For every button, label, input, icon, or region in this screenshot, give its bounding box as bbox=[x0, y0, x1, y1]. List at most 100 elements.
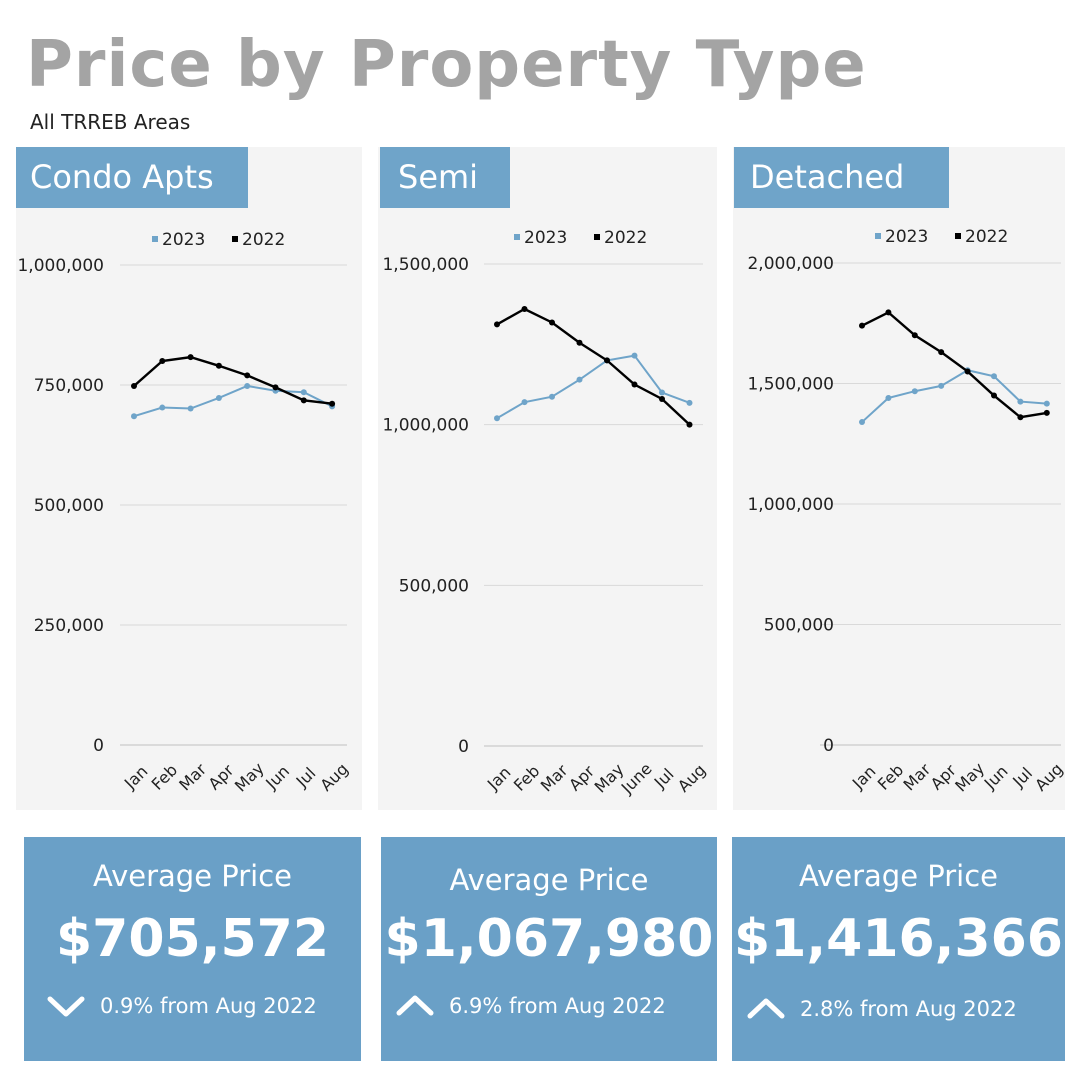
price-change-text: 6.9% from Aug 2022 bbox=[449, 994, 666, 1018]
chevron-down-icon bbox=[47, 996, 85, 1017]
data-point-2022 bbox=[300, 397, 307, 404]
average-price-value: $1,416,366 bbox=[734, 909, 1063, 969]
semi-chart-panel: 0 500,000 1,000,000 1,500,000 Jan Feb Mar Apr Ma… bbox=[378, 147, 717, 810]
x-tick-label: May bbox=[231, 759, 268, 796]
condo-line-chart: 0 250,000 500,000 750,000 1,000,000 JanFebMar… bbox=[17, 230, 352, 796]
y-tick-label: 2,000,000 bbox=[747, 254, 834, 274]
data-point-2023 bbox=[631, 352, 638, 359]
data-point-2022 bbox=[521, 305, 528, 312]
legend-label: 2022 bbox=[965, 227, 1008, 247]
y-tick-label: 500,000 bbox=[399, 576, 469, 596]
series-line-2023 bbox=[133, 384, 333, 418]
x-tick-label: Mar bbox=[175, 759, 210, 794]
series-line-2022 bbox=[133, 355, 333, 405]
legend-label: 2023 bbox=[162, 230, 205, 250]
data-point-2023 bbox=[215, 394, 222, 401]
condo-chart-panel: 0 250,000 500,000 750,000 1,000,000 Jan Feb Mar… bbox=[16, 147, 362, 810]
x-tick-label: Aug bbox=[1031, 759, 1065, 795]
data-point-2023 bbox=[494, 415, 500, 422]
detached-chart-title: Detached bbox=[734, 147, 949, 208]
x-tick-label: Jul bbox=[292, 764, 320, 792]
x-tick-label: Apr bbox=[205, 760, 238, 793]
average-price-label: Average Price bbox=[92, 859, 293, 893]
legend-label: 2023 bbox=[885, 227, 928, 247]
condo-average-price-card: Average Price $705,572 0.9% from Aug 202… bbox=[24, 837, 361, 1061]
x-tick-label: Feb bbox=[148, 760, 181, 793]
data-point-2023 bbox=[686, 399, 693, 406]
x-tick-label: Jan bbox=[120, 762, 152, 794]
data-point-2023 bbox=[159, 404, 166, 411]
data-point-2022 bbox=[991, 392, 997, 399]
data-point-2022 bbox=[494, 321, 500, 328]
x-tick-label: Aug bbox=[316, 759, 352, 795]
data-point-2022 bbox=[885, 309, 892, 316]
y-tick-label: 0 bbox=[93, 736, 104, 756]
y-tick-label: 1,000,000 bbox=[747, 495, 834, 515]
chevron-up-icon bbox=[747, 998, 785, 1019]
data-point-2022 bbox=[159, 358, 166, 364]
data-point-2022 bbox=[1017, 414, 1024, 421]
y-tick-label: 1,500,000 bbox=[747, 375, 834, 395]
legend-marker bbox=[875, 233, 881, 239]
average-price-label: Average Price bbox=[449, 863, 649, 897]
data-point-2022 bbox=[631, 381, 638, 388]
data-point-2022 bbox=[911, 332, 918, 339]
average-price-value: $705,572 bbox=[55, 909, 330, 969]
series-line-2023 bbox=[861, 369, 1047, 423]
data-point-2022 bbox=[244, 372, 251, 379]
detached-average-price-card: Average Price $1,416,366 2.8% from Aug 2… bbox=[732, 837, 1065, 1061]
data-point-2022 bbox=[329, 400, 336, 407]
series-line-2022 bbox=[496, 307, 691, 426]
legend-label: 2022 bbox=[242, 230, 285, 250]
price-change: 6.9% from Aug 2022 bbox=[395, 994, 666, 1018]
data-point-2023 bbox=[859, 419, 865, 426]
y-tick-label: 1,000,000 bbox=[17, 256, 104, 276]
legend-marker bbox=[514, 234, 520, 240]
x-tick-label: Jan bbox=[483, 763, 515, 795]
x-tick-label: Apr bbox=[565, 761, 598, 794]
legend-marker bbox=[955, 233, 961, 239]
y-tick-label: 0 bbox=[823, 736, 834, 756]
legend-label: 2022 bbox=[604, 228, 647, 248]
x-tick-label: Jul bbox=[1008, 764, 1036, 792]
detached-chart-panel: 0 500,000 1,000,000 1,500,000 2,000,000 Jan Fe… bbox=[733, 147, 1065, 810]
y-tick-label: 1,500,000 bbox=[382, 255, 469, 275]
data-point-2022 bbox=[131, 382, 137, 389]
x-tick-label: Aug bbox=[674, 760, 710, 796]
price-change: 2.8% from Aug 2022 bbox=[746, 997, 1017, 1021]
x-tick-label: Mar bbox=[537, 760, 572, 795]
data-point-2023 bbox=[991, 373, 997, 380]
legend-marker bbox=[232, 236, 238, 242]
y-tick-label: 1,000,000 bbox=[382, 416, 469, 436]
series-line-2023 bbox=[496, 354, 690, 420]
data-point-2023 bbox=[938, 382, 945, 389]
series-line-2022 bbox=[861, 310, 1047, 419]
semi-chart-title: Semi bbox=[380, 147, 510, 208]
data-point-2023 bbox=[1017, 398, 1024, 405]
detached-line-chart: 0500,0001,000,0001,500,0002,000,000JanFe… bbox=[747, 227, 1065, 796]
x-tick-label: Jan bbox=[848, 762, 880, 794]
legend-marker bbox=[152, 236, 158, 242]
data-point-2022 bbox=[938, 349, 945, 356]
semi-line-chart: 0500,0001,000,0001,500,000JanFebMarAprMa… bbox=[382, 228, 710, 798]
average-price-label: Average Price bbox=[798, 859, 999, 893]
average-price-value: $1,067,980 bbox=[384, 909, 714, 969]
data-point-2022 bbox=[549, 319, 555, 326]
x-tick-label: Feb bbox=[510, 761, 543, 794]
data-point-2023 bbox=[659, 389, 665, 396]
data-point-2022 bbox=[964, 368, 971, 375]
x-tick-label: Jun bbox=[261, 762, 293, 794]
y-tick-label: 0 bbox=[458, 737, 469, 757]
data-point-2022 bbox=[187, 354, 194, 361]
data-point-2022 bbox=[686, 421, 693, 428]
data-point-2023 bbox=[885, 394, 892, 401]
data-point-2023 bbox=[1043, 400, 1050, 407]
data-point-2022 bbox=[1043, 409, 1050, 416]
data-point-2023 bbox=[521, 399, 528, 406]
legend-marker bbox=[594, 234, 600, 240]
chevron-up-icon bbox=[396, 995, 434, 1016]
condo-chart-title: Condo Apts bbox=[16, 147, 248, 208]
page-title: Price by Property Type bbox=[26, 28, 867, 102]
data-point-2022 bbox=[604, 357, 610, 364]
x-tick-label: Jul bbox=[650, 765, 678, 793]
